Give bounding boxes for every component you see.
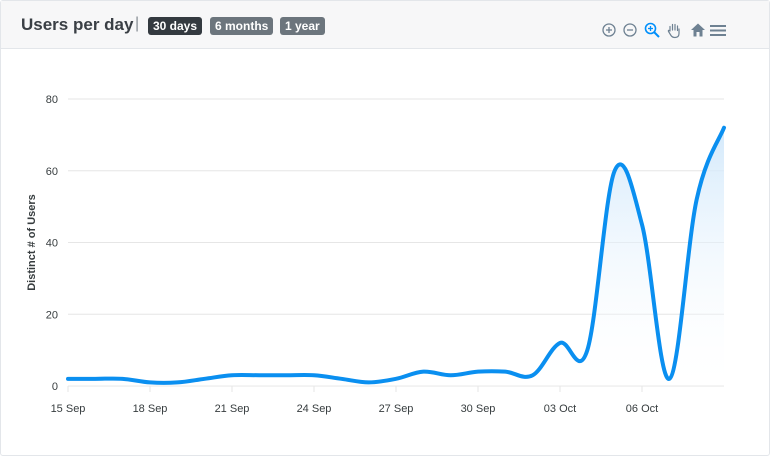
chart-title: Users per day bbox=[21, 15, 134, 34]
home-icon[interactable] bbox=[689, 21, 707, 39]
menu-icon[interactable] bbox=[709, 21, 727, 39]
x-tick-label: 27 Sep bbox=[379, 403, 414, 415]
pan-icon[interactable] bbox=[665, 21, 683, 39]
y-tick-label: 0 bbox=[52, 381, 58, 393]
zoom-out-icon[interactable] bbox=[621, 21, 639, 39]
data-points bbox=[67, 127, 725, 383]
series-area-fill bbox=[68, 127, 724, 386]
x-axis-ticks: 15 Sep 18 Sep 21 Sep 24 Sep 27 Sep 30 Sep 03 O… bbox=[51, 386, 658, 415]
range-6-months-button[interactable]: 6 months bbox=[210, 17, 274, 35]
y-tick-label: 40 bbox=[46, 238, 58, 250]
x-tick-label: 15 Sep bbox=[51, 403, 86, 415]
y-tick-label: 60 bbox=[46, 166, 58, 178]
title-separator: | bbox=[135, 15, 140, 32]
x-tick-label: 03 Oct bbox=[544, 403, 576, 415]
y-axis-ticks: 0 20 40 60 80 bbox=[46, 94, 58, 393]
y-tick-label: 80 bbox=[46, 94, 58, 106]
range-1-year-button[interactable]: 1 year bbox=[280, 17, 325, 35]
card-header: Users per day | 30 days 6 months 1 year bbox=[1, 1, 769, 49]
series-line bbox=[66, 125, 726, 385]
y-axis-title: Distinct # of Users bbox=[26, 194, 38, 291]
y-tick-label: 20 bbox=[46, 309, 58, 321]
zoom-select-icon[interactable] bbox=[643, 21, 661, 39]
x-tick-label: 30 Sep bbox=[461, 403, 496, 415]
zoom-in-icon[interactable] bbox=[600, 21, 618, 39]
x-tick-label: 18 Sep bbox=[133, 403, 168, 415]
x-tick-label: 06 Oct bbox=[626, 403, 658, 415]
x-tick-label: 21 Sep bbox=[215, 403, 250, 415]
x-tick-label: 24 Sep bbox=[297, 403, 332, 415]
range-30-days-button[interactable]: 30 days bbox=[148, 17, 203, 35]
area-chart: 0 20 40 60 80 15 Sep 18 Sep 21 Sep 24 Sep 27 Sep… bbox=[26, 94, 726, 415]
